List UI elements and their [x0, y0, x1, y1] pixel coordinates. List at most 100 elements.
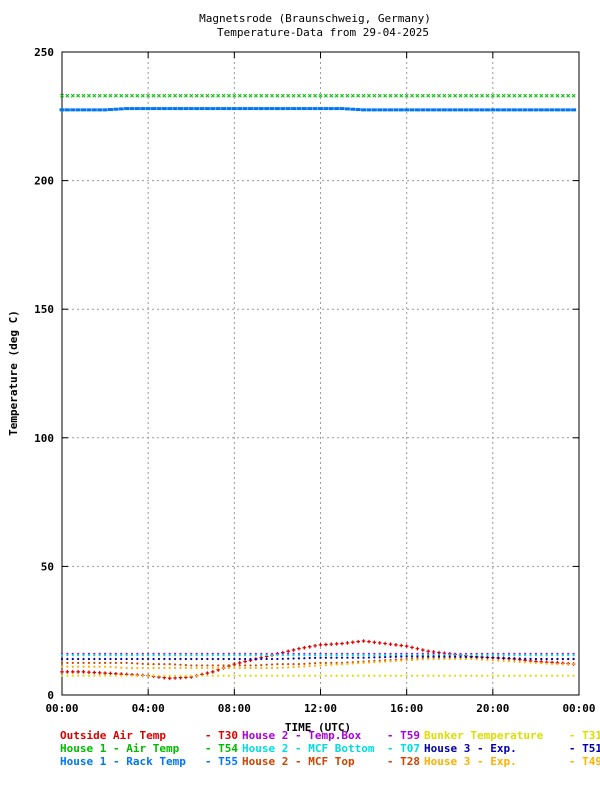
data-point: [195, 674, 198, 677]
data-point: [130, 674, 134, 677]
data-point: [264, 107, 270, 111]
data-point: [222, 666, 225, 670]
data-point: [199, 107, 205, 111]
chart-title: Magnetsrode (Braunschweig, Germany): [199, 12, 431, 25]
data-point: [200, 657, 204, 661]
data-point: [87, 674, 91, 677]
data-point: [545, 662, 548, 665]
data-point: [157, 657, 161, 661]
data-point: [296, 107, 302, 111]
data-point: [129, 107, 135, 111]
data-point: [60, 665, 64, 668]
data-point: [280, 107, 286, 111]
data-point: [136, 674, 139, 677]
data-point: [258, 107, 264, 111]
data-point: [265, 654, 268, 657]
data-point: [287, 657, 290, 660]
data-point: [200, 666, 204, 670]
data-point: [188, 107, 194, 111]
data-point: [97, 93, 102, 98]
data-point: [152, 666, 155, 670]
data-point: [157, 654, 161, 657]
data-point: [550, 657, 554, 661]
x-axis-ticks: 00:00 04:00 08:00 12:00 16:00 20:00 00:00: [45, 52, 596, 715]
data-point: [177, 107, 183, 111]
data-point: [163, 666, 166, 670]
data-point: [227, 657, 231, 661]
data-point: [373, 674, 376, 677]
data-point: [378, 654, 381, 657]
data-point: [265, 657, 268, 661]
data-point: [502, 654, 505, 657]
y-axis-ticks: 0 50 100 150 200 250: [34, 46, 579, 702]
data-point: [454, 674, 457, 677]
data-point: [195, 666, 198, 670]
data-point: [372, 640, 377, 645]
data-point: [109, 661, 112, 664]
x-tick-label: 12:00: [304, 702, 337, 715]
data-point: [264, 93, 269, 98]
data-point: [495, 108, 501, 112]
data-point: [324, 661, 327, 664]
data-point: [362, 656, 365, 659]
data-point: [480, 93, 485, 98]
data-point: [103, 93, 108, 98]
data-point: [410, 645, 414, 650]
data-point: [152, 663, 155, 666]
data-point: [71, 674, 74, 677]
data-point: [405, 655, 408, 658]
data-point: [447, 108, 453, 112]
data-point: [125, 654, 128, 657]
legend-item: House 1 - Air Temp - T54: [60, 742, 238, 755]
data-point: [501, 93, 506, 98]
data-point: [367, 656, 371, 659]
legend-code: - T07: [387, 742, 420, 755]
data-point: [275, 93, 280, 98]
x-tick-label: 00:00: [562, 702, 595, 715]
data-point: [60, 93, 64, 98]
data-point: [540, 674, 543, 677]
data-point: [350, 93, 355, 98]
data-point: [302, 93, 307, 98]
data-point: [437, 657, 441, 661]
data-point: [147, 663, 150, 666]
chart-subtitle: Temperature-Data from 29-04-2025: [217, 26, 429, 39]
data-point: [319, 654, 322, 657]
y-axis-label: Temperature (deg C): [7, 310, 20, 436]
data-point: [281, 663, 284, 666]
data-point: [384, 660, 387, 663]
data-point: [103, 665, 107, 668]
data-point: [351, 674, 354, 677]
data-point: [60, 657, 64, 661]
data-point: [140, 107, 146, 111]
data-point: [561, 657, 564, 661]
data-point: [524, 674, 527, 677]
data-point: [475, 656, 478, 659]
data-point: [556, 663, 559, 666]
data-point: [334, 642, 339, 646]
data-point: [312, 107, 318, 111]
data-point: [518, 654, 521, 657]
data-point: [303, 654, 306, 657]
data-point: [328, 107, 334, 111]
data-point: [173, 657, 177, 661]
x-tick-label: 00:00: [45, 702, 78, 715]
data-point: [260, 664, 263, 667]
series-8: [60, 674, 575, 677]
data-point: [125, 661, 128, 664]
data-point: [362, 661, 365, 664]
data-point: [195, 664, 198, 667]
legend-code: - T51: [569, 742, 600, 755]
data-point: [206, 654, 209, 657]
data-point: [217, 664, 220, 667]
x-tick-label: 08:00: [218, 702, 251, 715]
data-point: [340, 654, 344, 657]
data-point: [276, 663, 279, 666]
data-point: [130, 662, 134, 665]
data-point: [163, 663, 166, 666]
data-point: [233, 664, 236, 667]
data-point: [346, 654, 349, 657]
data-point: [286, 649, 290, 654]
data-point: [76, 93, 81, 98]
data-point: [533, 108, 539, 112]
